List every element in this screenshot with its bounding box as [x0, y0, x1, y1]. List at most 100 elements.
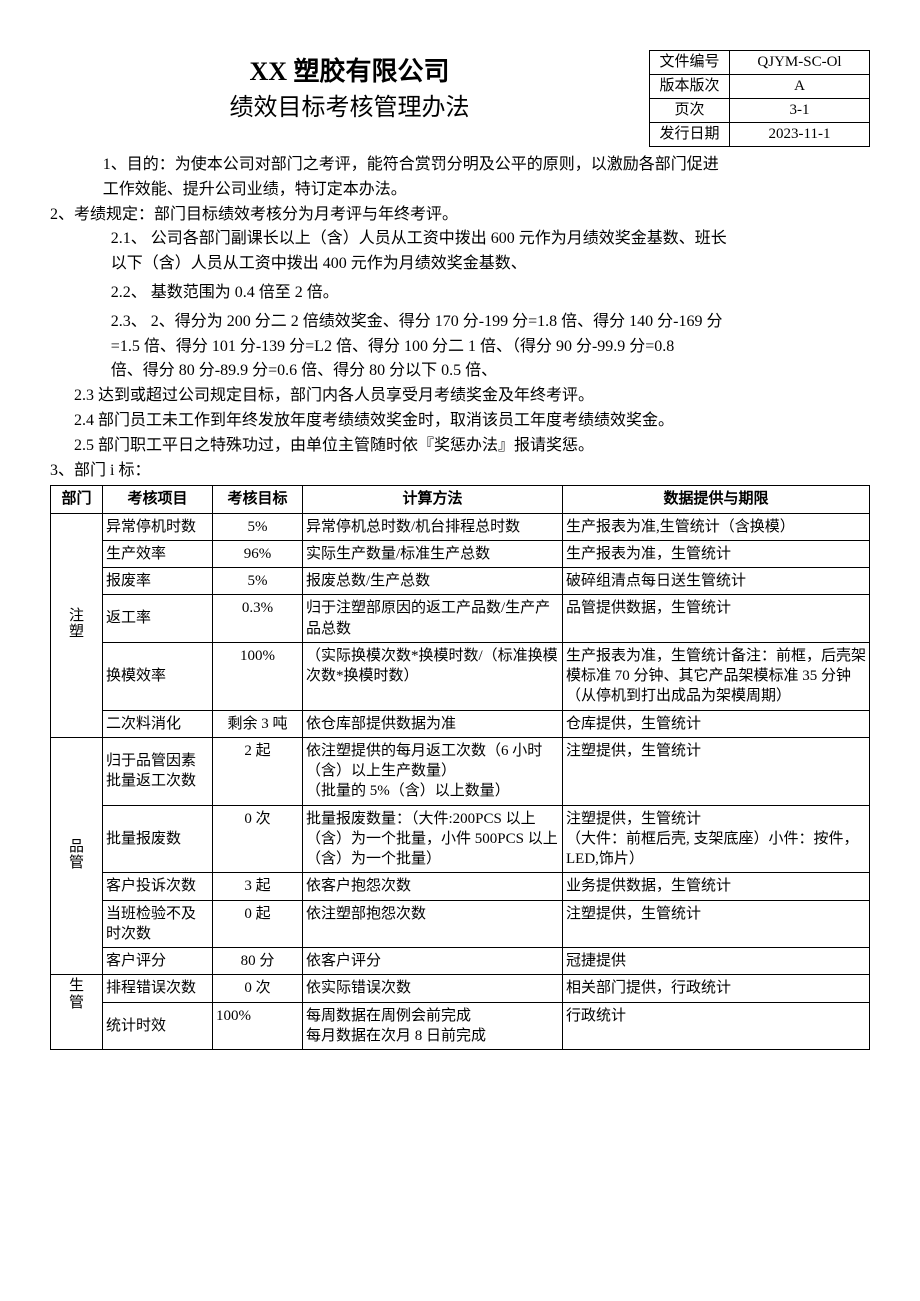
cell-source: 注塑提供，生管统计 — [563, 737, 870, 805]
cell-method: 实际生产数量/标准生产总数 — [303, 540, 563, 567]
cell-target: 100% — [213, 642, 303, 710]
meta-row: 发行日期2023-11-1 — [650, 123, 870, 147]
meta-label: 版本版次 — [650, 75, 730, 99]
table-row: 统计时效100%每周数据在周例会前完成每月数据在次月 8 日前完成行政统计 — [51, 1002, 870, 1050]
meta-value: QJYM-SC-Ol — [730, 51, 870, 75]
cell-method: 依客户抱怨次数 — [303, 873, 563, 900]
cell-item: 统计时效 — [103, 1002, 213, 1050]
section-2-3b: 2.3 达到或超过公司规定目标，部门内各人员享受月考绩奖金及年终考评。 — [50, 384, 870, 409]
cell-item: 排程错误次数 — [103, 975, 213, 1002]
cell-source: 仓库提供，生管统计 — [563, 710, 870, 737]
cell-method: 报废总数/生产总数 — [303, 568, 563, 595]
section-3: 3、部门 i 标： — [50, 459, 870, 484]
cell-method: 依客户评分 — [303, 948, 563, 975]
section-2-3-cont2: 倍、得分 80 分-89.9 分=0.6 倍、得分 80 分以下 0.5 倍、 — [50, 359, 870, 384]
cell-target: 0 次 — [213, 975, 303, 1002]
meta-label: 页次 — [650, 99, 730, 123]
cell-method: （实际换模次数*换模时数/（标准换模次数*换模时数） — [303, 642, 563, 710]
cell-item: 异常停机时数 — [103, 513, 213, 540]
cell-target: 80 分 — [213, 948, 303, 975]
th-dept: 部门 — [51, 486, 103, 513]
table-row: 生产效率96%实际生产数量/标准生产总数生产报表为准，生管统计 — [51, 540, 870, 567]
cell-source: 生产报表为准，生管统计备注：前框，后壳架模标准 70 分钟、其它产品架模标准 3… — [563, 642, 870, 710]
cell-source: 行政统计 — [563, 1002, 870, 1050]
section-2-5: 2.5 部门职工平日之特殊功过，由单位主管随时依『奖惩办法』报请奖惩。 — [50, 434, 870, 459]
cell-method: 异常停机总时数/机台排程总时数 — [303, 513, 563, 540]
meta-row: 版本版次A — [650, 75, 870, 99]
section-2-3-cont1: =1.5 倍、得分 101 分-139 分=L2 倍、得分 100 分二 1 倍… — [50, 335, 870, 360]
cell-target: 5% — [213, 513, 303, 540]
table-row: 批量报废数0 次批量报废数量：（大件:200PCS 以上（含）为一个批量，小件 … — [51, 805, 870, 873]
th-method: 计算方法 — [303, 486, 563, 513]
cell-item: 当班检验不及时次数 — [103, 900, 213, 948]
cell-target: 0.3% — [213, 595, 303, 643]
cell-method: 依注塑提供的每月返工次数（6 小时（含）以上生产数量）（批量的 5%（含）以上数… — [303, 737, 563, 805]
meta-row: 文件编号QJYM-SC-Ol — [650, 51, 870, 75]
table-row: 客户投诉次数3 起依客户抱怨次数业务提供数据，生管统计 — [51, 873, 870, 900]
section-2-3: 2.3、 2、得分为 200 分二 2 倍绩效奖金、得分 170 分-199 分… — [50, 310, 870, 335]
cell-method: 依注塑部抱怨次数 — [303, 900, 563, 948]
table-row: 当班检验不及时次数0 起依注塑部抱怨次数注塑提供，生管统计 — [51, 900, 870, 948]
th-target: 考核目标 — [213, 486, 303, 513]
cell-item: 批量报废数 — [103, 805, 213, 873]
section-2-1: 2.1、 公司各部门副课长以上（含）人员从工资中拨出 600 元作为月绩效奖金基… — [50, 227, 870, 252]
cell-item: 返工率 — [103, 595, 213, 643]
cell-source: 相关部门提供，行政统计 — [563, 975, 870, 1002]
body-text: 1、目的：为使本公司对部门之考评，能符合赏罚分明及公平的原则，以激励各部门促进 … — [50, 153, 870, 483]
cell-method: 归于注塑部原因的返工产品数/生产产品总数 — [303, 595, 563, 643]
cell-source: 生产报表为准,生管统计（含换模） — [563, 513, 870, 540]
meta-info-table: 文件编号QJYM-SC-Ol版本版次A页次3-1发行日期2023-11-1 — [649, 50, 870, 147]
table-row: 生管排程错误次数0 次依实际错误次数相关部门提供，行政统计 — [51, 975, 870, 1002]
cell-method: 依仓库部提供数据为准 — [303, 710, 563, 737]
cell-item: 归于品管因素批量返工次数 — [103, 737, 213, 805]
title-block: XX 塑胶有限公司 绩效目标考核管理办法 — [50, 50, 649, 147]
cell-target: 5% — [213, 568, 303, 595]
cell-dept: 生管 — [51, 975, 103, 1050]
cell-source: 注塑提供，生管统计 — [563, 900, 870, 948]
cell-method: 依实际错误次数 — [303, 975, 563, 1002]
cell-dept: 注塑 — [51, 513, 103, 737]
document-header: XX 塑胶有限公司 绩效目标考核管理办法 文件编号QJYM-SC-Ol版本版次A… — [50, 50, 870, 147]
cell-source: 生产报表为准，生管统计 — [563, 540, 870, 567]
table-header-row: 部门 考核项目 考核目标 计算方法 数据提供与期限 — [51, 486, 870, 513]
cell-source: 注塑提供，生管统计（大件：前框后壳, 支架底座）小件：按件，LED,饰片） — [563, 805, 870, 873]
table-row: 品管归于品管因素批量返工次数2 起依注塑提供的每月返工次数（6 小时（含）以上生… — [51, 737, 870, 805]
cell-target: 2 起 — [213, 737, 303, 805]
meta-label: 文件编号 — [650, 51, 730, 75]
cell-item: 客户评分 — [103, 948, 213, 975]
meta-value: A — [730, 75, 870, 99]
cell-item: 二次料消化 — [103, 710, 213, 737]
th-item: 考核项目 — [103, 486, 213, 513]
cell-method: 批量报废数量：（大件:200PCS 以上（含）为一个批量，小件 500PCS 以… — [303, 805, 563, 873]
document-title: 绩效目标考核管理办法 — [50, 90, 649, 126]
th-source: 数据提供与期限 — [563, 486, 870, 513]
section-2: 2、考绩规定：部门目标绩效考核分为月考评与年终考评。 — [50, 203, 870, 228]
company-name: XX 塑胶有限公司 — [50, 54, 649, 90]
assessment-table: 部门 考核项目 考核目标 计算方法 数据提供与期限 注塑异常停机时数5%异常停机… — [50, 485, 870, 1050]
cell-item: 生产效率 — [103, 540, 213, 567]
cell-item: 报废率 — [103, 568, 213, 595]
cell-target: 96% — [213, 540, 303, 567]
table-row: 二次料消化剩余 3 吨依仓库部提供数据为准仓库提供，生管统计 — [51, 710, 870, 737]
cell-source: 破碎组清点每日送生管统计 — [563, 568, 870, 595]
cell-source: 业务提供数据，生管统计 — [563, 873, 870, 900]
section-2-4: 2.4 部门员工未工作到年终发放年度考绩绩效奖金时，取消该员工年度考绩绩效奖金。 — [50, 409, 870, 434]
table-row: 换模效率100%（实际换模次数*换模时数/（标准换模次数*换模时数）生产报表为准… — [51, 642, 870, 710]
section-2-2: 2.2、 基数范围为 0.4 倍至 2 倍。 — [50, 281, 870, 306]
cell-method: 每周数据在周例会前完成每月数据在次月 8 日前完成 — [303, 1002, 563, 1050]
table-row: 报废率5%报废总数/生产总数破碎组清点每日送生管统计 — [51, 568, 870, 595]
meta-value: 3-1 — [730, 99, 870, 123]
cell-target: 100% — [213, 1002, 303, 1050]
cell-item: 换模效率 — [103, 642, 213, 710]
table-row: 返工率0.3%归于注塑部原因的返工产品数/生产产品总数品管提供数据，生管统计 — [51, 595, 870, 643]
meta-value: 2023-11-1 — [730, 123, 870, 147]
meta-label: 发行日期 — [650, 123, 730, 147]
section-1-cont: 工作效能、提升公司业绩，特订定本办法。 — [50, 178, 870, 203]
cell-item: 客户投诉次数 — [103, 873, 213, 900]
table-row: 客户评分80 分依客户评分冠捷提供 — [51, 948, 870, 975]
cell-target: 剩余 3 吨 — [213, 710, 303, 737]
cell-source: 冠捷提供 — [563, 948, 870, 975]
cell-target: 0 起 — [213, 900, 303, 948]
meta-row: 页次3-1 — [650, 99, 870, 123]
section-2-1-cont: 以下（含）人员从工资中拨出 400 元作为月绩效奖金基数、 — [50, 252, 870, 277]
